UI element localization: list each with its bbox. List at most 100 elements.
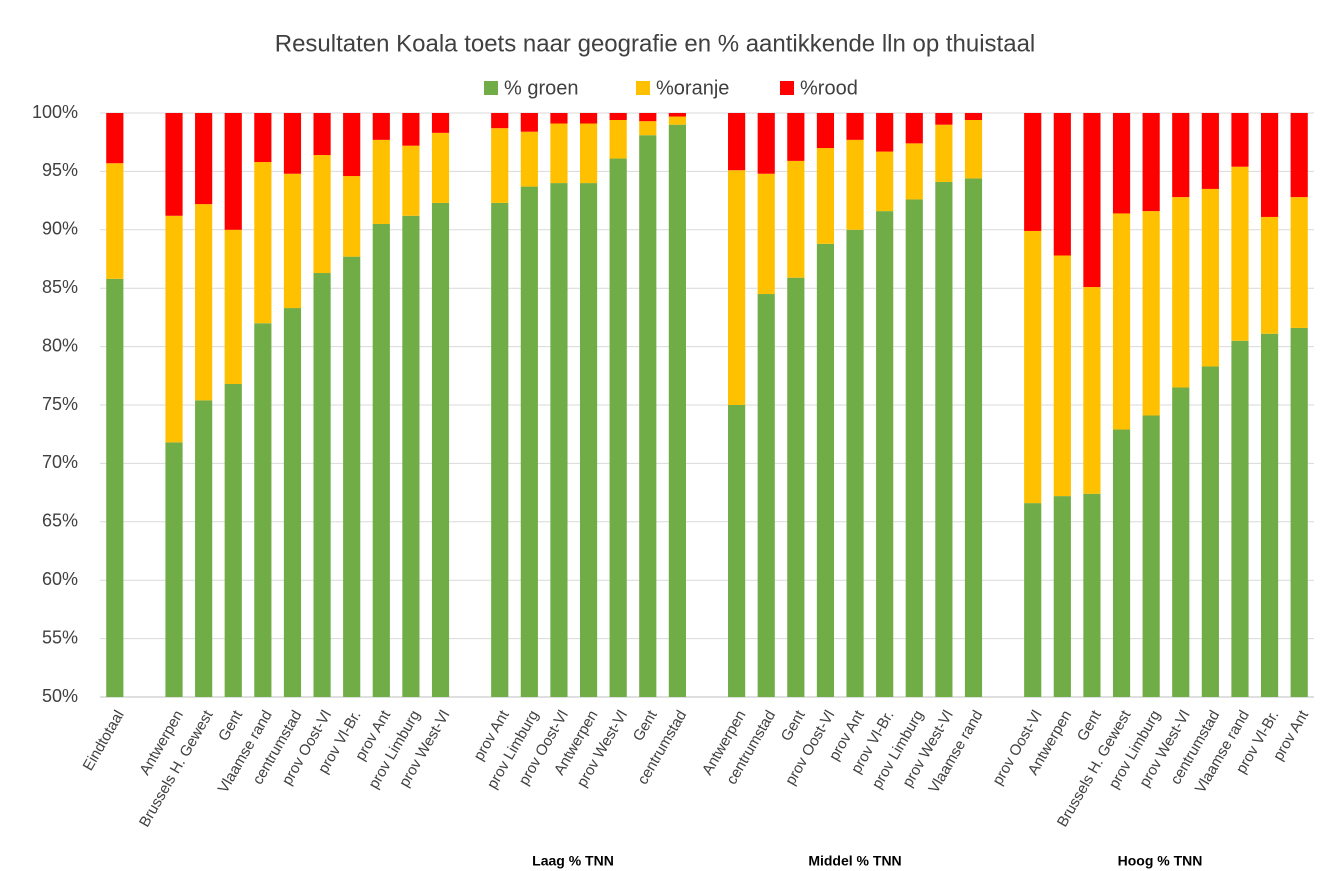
bar-segment xyxy=(1053,255,1071,497)
y-tick-label: 85% xyxy=(42,277,78,297)
legend-swatch xyxy=(636,81,650,95)
bar-segment xyxy=(1172,197,1190,388)
bar-segment xyxy=(550,183,568,697)
y-tick-label: 100% xyxy=(32,102,78,122)
y-tick-label: 90% xyxy=(42,219,78,239)
bar-segment xyxy=(224,383,242,697)
bar-segment xyxy=(876,113,894,152)
y-tick-label: 70% xyxy=(42,452,78,472)
bar-segment xyxy=(1142,113,1160,212)
bar-segment xyxy=(550,123,568,184)
bar-segment xyxy=(787,113,805,161)
bar-segment xyxy=(905,143,923,200)
group-label: Hoog % TNN xyxy=(1118,853,1203,869)
bar-segment xyxy=(195,400,213,697)
group-label: Laag % TNN xyxy=(532,853,614,869)
bar-segment xyxy=(313,113,331,156)
bar-segment xyxy=(106,163,124,279)
bar-segment xyxy=(1201,113,1219,189)
bar-segment xyxy=(1024,503,1042,697)
x-tick-label: Gent xyxy=(215,707,246,744)
bar-segment xyxy=(846,113,864,140)
bar-segment xyxy=(1112,213,1131,430)
bar-segment xyxy=(283,308,302,697)
bar-segment xyxy=(224,229,242,384)
bar-segment xyxy=(905,199,923,697)
bar-segment xyxy=(431,202,450,697)
y-tick-label: 80% xyxy=(42,335,78,355)
bar-segment xyxy=(372,139,390,224)
legend-label: % groen xyxy=(504,77,579,99)
bar-segment xyxy=(1053,496,1071,697)
bar-segment xyxy=(964,113,983,121)
bar-segment xyxy=(876,151,894,212)
bar-segment xyxy=(1290,113,1308,198)
bar-segment xyxy=(491,113,509,129)
bar-segment xyxy=(935,181,953,698)
bar-segment xyxy=(668,124,686,698)
bar-segment xyxy=(195,113,213,205)
chart-title: Resultaten Koala toets naar geografie en… xyxy=(275,30,1036,57)
bar-segment xyxy=(1142,211,1160,416)
bar-segment xyxy=(964,178,983,697)
bar-segment xyxy=(520,186,538,698)
bar-segment xyxy=(1201,366,1219,697)
bar-segment xyxy=(787,160,805,278)
y-tick-label: 60% xyxy=(42,569,78,589)
bar-segment xyxy=(816,148,835,244)
bar-segment xyxy=(1142,415,1160,697)
bar-segment xyxy=(491,128,509,203)
bar-segment xyxy=(816,243,835,698)
bar-segment xyxy=(639,135,657,697)
bar-segment xyxy=(283,113,302,174)
bar-segment xyxy=(668,113,686,117)
legend-label: %rood xyxy=(800,77,858,99)
bar-segment xyxy=(165,215,183,443)
bar-segment xyxy=(846,139,864,230)
bar-segment xyxy=(757,113,775,174)
bar-segment xyxy=(1231,113,1249,167)
bar-segment xyxy=(402,113,420,146)
bar-segment xyxy=(1083,113,1101,288)
bar-segment xyxy=(550,113,568,124)
bar-segment xyxy=(816,113,835,149)
bar-segment xyxy=(1260,333,1279,697)
bar-segment xyxy=(431,113,450,133)
bar-segment xyxy=(343,176,361,257)
x-tick-label: Gent xyxy=(1074,707,1105,744)
bar-segment xyxy=(1172,113,1190,198)
bar-segment xyxy=(579,123,598,184)
bar-segment xyxy=(1260,216,1279,334)
group-label: Middel % TNN xyxy=(808,853,901,869)
y-tick-label: 75% xyxy=(42,394,78,414)
legend-swatch xyxy=(484,81,498,95)
bar-segment xyxy=(224,113,242,230)
x-tick-label: Eindtotaal xyxy=(80,707,128,773)
x-tick-label: Gent xyxy=(778,707,809,744)
bar-segment xyxy=(1290,197,1308,328)
bar-segment xyxy=(728,170,746,405)
bar-segment xyxy=(520,113,538,132)
bar-segment xyxy=(728,405,746,697)
bar-segment xyxy=(876,211,894,697)
bar-segment xyxy=(846,229,864,698)
bar-segment xyxy=(402,215,420,697)
legend-label: %oranje xyxy=(656,77,729,99)
bar-segment xyxy=(165,442,183,697)
bar-segment xyxy=(254,113,272,163)
bar-segment xyxy=(431,132,450,203)
bar-segment xyxy=(106,278,124,697)
bar-segment xyxy=(313,273,331,697)
y-tick-label: 95% xyxy=(42,160,78,180)
bar-segment xyxy=(283,173,302,309)
bar-segment xyxy=(757,294,775,697)
bar-segment xyxy=(1083,493,1101,697)
bar-segment xyxy=(491,202,509,697)
y-tick-label: 50% xyxy=(42,686,78,706)
bar-segment xyxy=(1231,166,1249,341)
bar-segment xyxy=(728,113,746,171)
bar-segment xyxy=(1231,340,1249,697)
legend-swatch xyxy=(780,81,794,95)
bar-segment xyxy=(905,113,923,144)
